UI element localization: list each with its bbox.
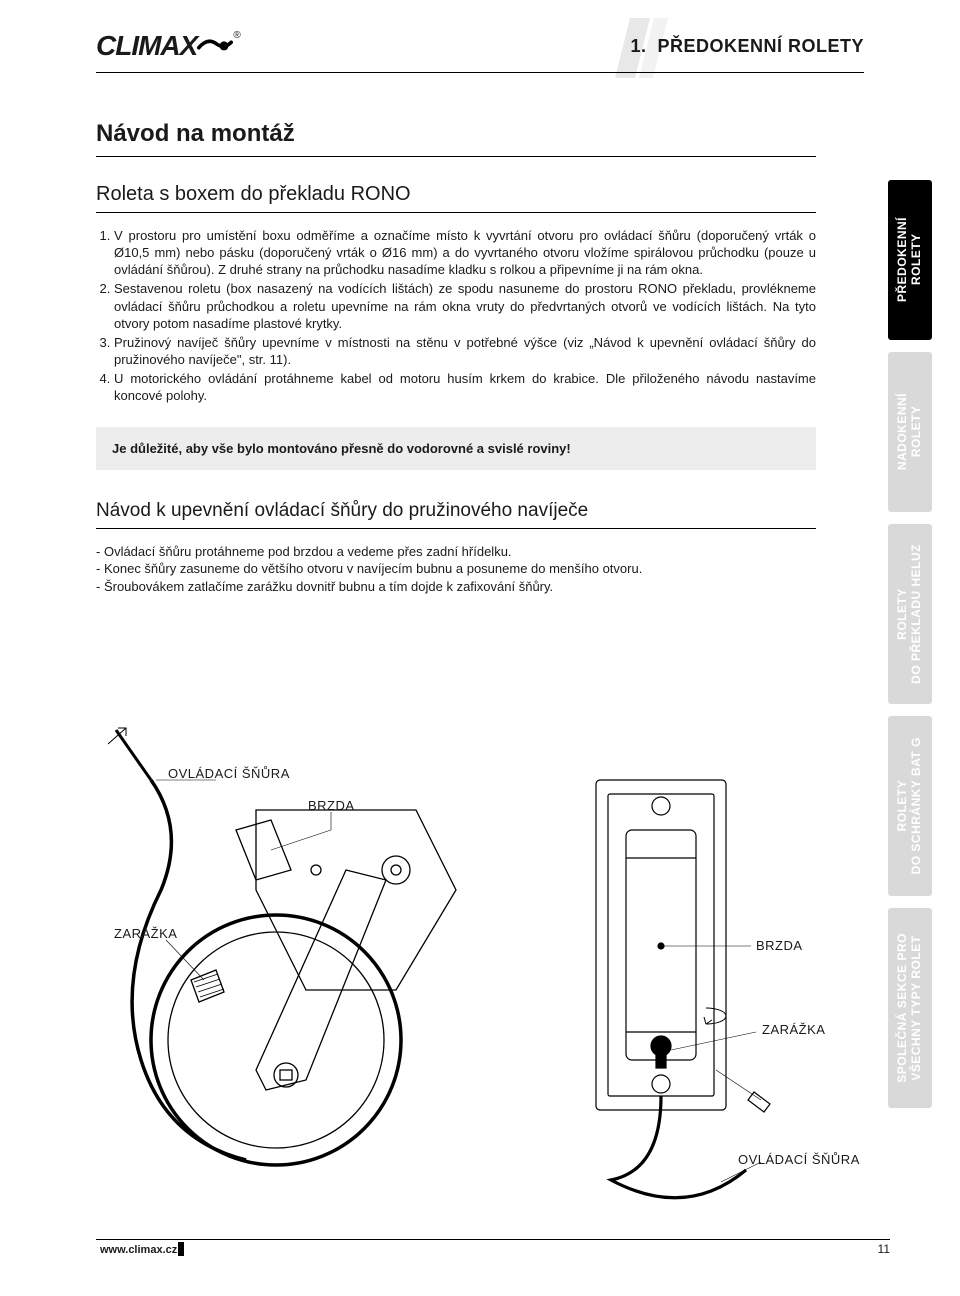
label-cord-right: OVLÁDACÍ ŠŇŮRA	[738, 1152, 860, 1167]
side-tab-label: ROLETY DO SCHRÁNKY BAT G	[896, 737, 924, 874]
sub2-item: Ovládací šňůru protáhneme pod brzdou a v…	[110, 543, 816, 561]
sub2-list: Ovládací šňůru protáhneme pod brzdou a v…	[96, 543, 816, 596]
footer-url: www.climax.cz	[100, 1244, 177, 1256]
instruction-list: V prostoru pro umístění boxu odměříme a …	[96, 227, 816, 405]
brand-name: CLIMAX	[96, 30, 197, 61]
step-item: Pružinový navíječ šňůry upevníme v místn…	[114, 334, 816, 368]
footer-rule	[96, 1239, 890, 1240]
subtitle-rule	[96, 212, 816, 213]
header-rule	[96, 72, 864, 73]
diagram-left	[96, 720, 516, 1200]
page-number: 11	[878, 1242, 890, 1256]
sub2-item: Konec šňůry zasuneme do většího otvoru v…	[110, 560, 816, 578]
side-tab-predokenni[interactable]: PŘEDOKENNÍ ROLETY	[888, 180, 932, 340]
sub2-rule	[96, 528, 816, 529]
sub2-title: Návod k upevnění ovládací šňůry do pruži…	[96, 500, 816, 522]
diagram-area: OVLÁDACÍ ŠŇŮRA BRZDA ZARÁŽKA	[96, 720, 866, 1220]
title-rule	[96, 156, 816, 157]
side-tab-heluz[interactable]: ROLETY DO PŘEKLADU HELUZ	[888, 524, 932, 704]
sub2-item: Šroubovákem zatlačíme zarážku dovnitř bu…	[110, 578, 816, 596]
step-item: U motorického ovládání protáhneme kabel …	[114, 370, 816, 404]
label-stop-left: ZARÁŽKA	[114, 926, 177, 941]
subtitle: Roleta s boxem do překladu RONO	[96, 183, 816, 206]
side-tab-label: NADOKENNÍ ROLETY	[896, 393, 924, 470]
section-title: PŘEDOKENNÍ ROLETY	[657, 36, 864, 56]
brand-logo: CLIMAX ®	[96, 30, 241, 68]
step-item: Sestavenou roletu (box nasazený na vodíc…	[114, 280, 816, 331]
label-stop-right: ZARÁŽKA	[762, 1022, 825, 1037]
main-content: Návod na montáž Roleta s boxem do překla…	[96, 120, 816, 595]
section-number: 1.	[630, 36, 646, 56]
important-note: Je důležité, aby vše bylo montováno přes…	[96, 427, 816, 470]
label-brake-right: BRZDA	[756, 938, 803, 953]
label-cord-left: OVLÁDACÍ ŠŇŮRA	[168, 766, 290, 781]
step-item: V prostoru pro umístění boxu odměříme a …	[114, 227, 816, 278]
side-tab-label: SPOLEČNÁ SEKCE PRO VŠECHNY TYPY ROLET	[896, 933, 924, 1083]
label-brake-left: BRZDA	[308, 798, 355, 813]
page-title: Návod na montáž	[96, 120, 816, 148]
side-tab-spolecna[interactable]: SPOLEČNÁ SEKCE PRO VŠECHNY TYPY ROLET	[888, 908, 932, 1108]
side-tab-label: PŘEDOKENNÍ ROLETY	[896, 217, 924, 302]
side-tab-batg[interactable]: ROLETY DO SCHRÁNKY BAT G	[888, 716, 932, 896]
registered-mark: ®	[233, 30, 240, 41]
section-header: 1. PŘEDOKENNÍ ROLETY	[630, 36, 864, 57]
footer-mark	[178, 1242, 184, 1256]
side-tab-nadokenni[interactable]: NADOKENNÍ ROLETY	[888, 352, 932, 512]
side-tab-label: ROLETY DO PŘEKLADU HELUZ	[896, 544, 924, 684]
